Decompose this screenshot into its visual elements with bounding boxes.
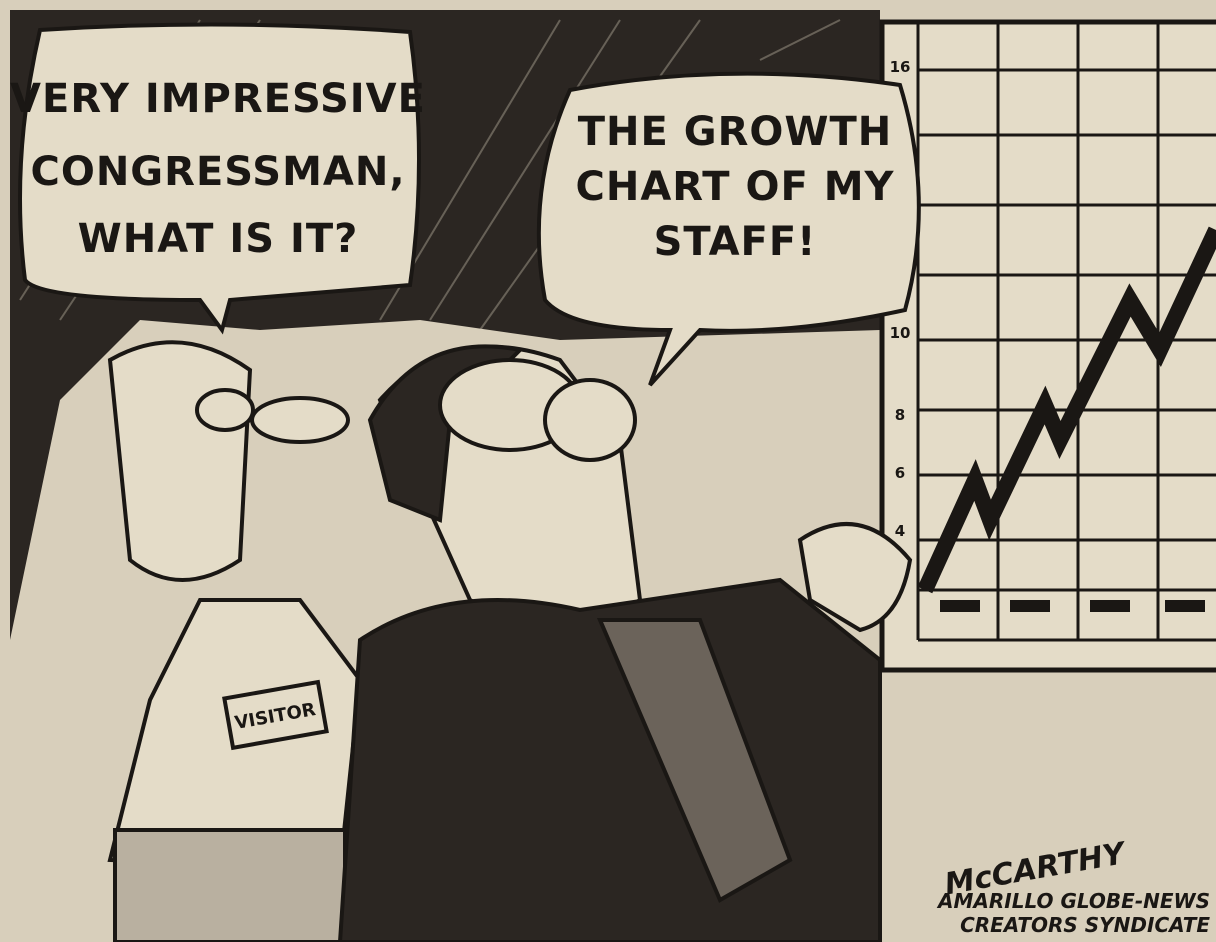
bubble-line: CONGRESSMAN, xyxy=(30,149,405,195)
chart-axis-label: 6 xyxy=(895,464,905,482)
chart-axis-label: 16 xyxy=(890,58,911,76)
chart-axis-label: 4 xyxy=(895,522,905,540)
cartoon: 16 10 8 6 4 VERY IMPRESSIVE CONGRESSMAN, WHA… xyxy=(0,0,1216,942)
bubble-line: WHAT IS IT? xyxy=(78,216,359,262)
wall-chart: 16 10 8 6 4 xyxy=(882,22,1216,670)
credit: CREATORS SYNDICATE xyxy=(960,913,1210,937)
chart-axis-label: 8 xyxy=(895,406,905,424)
bubble-line: CHART OF MY xyxy=(575,164,894,210)
chart-axis-label: 10 xyxy=(890,324,911,342)
credit: AMARILLO GLOBE-NEWS xyxy=(936,889,1210,913)
bubble-line: STAFF! xyxy=(654,219,817,265)
bubble-line: VERY IMPRESSIVE xyxy=(10,76,426,122)
bubble-line: THE GROWTH xyxy=(578,109,893,155)
